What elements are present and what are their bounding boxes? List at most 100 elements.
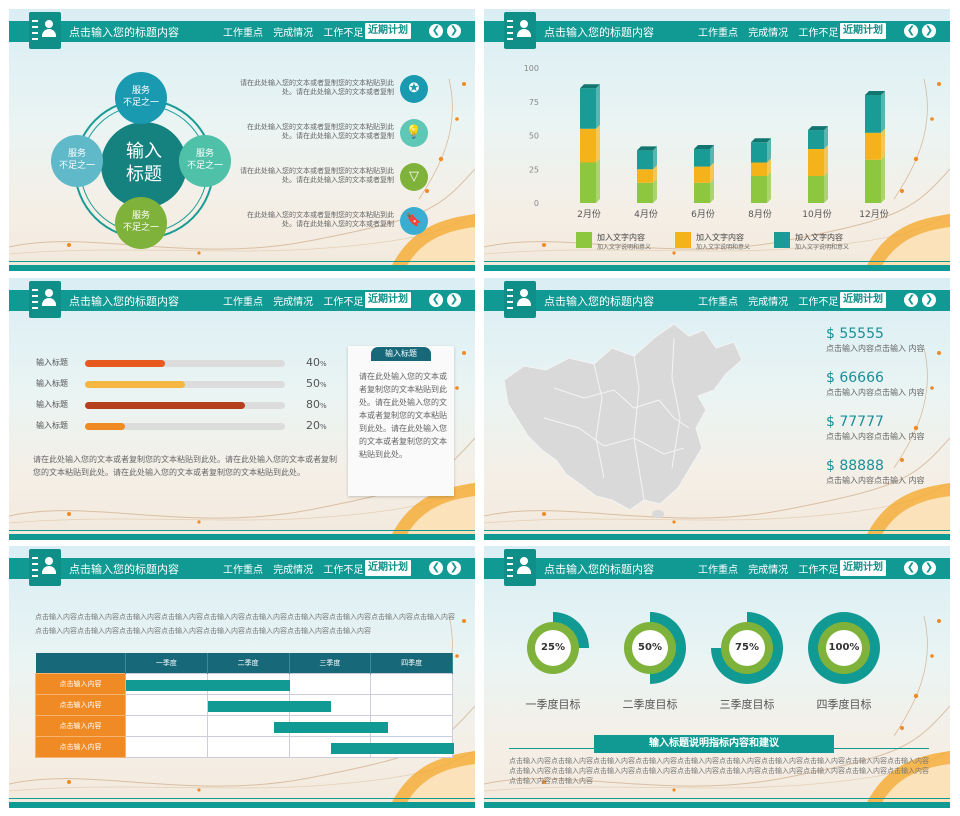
prev-arrow-icon[interactable]: ❮ bbox=[429, 561, 443, 575]
bar-4-1[interactable] bbox=[808, 149, 824, 176]
bar-0-2[interactable] bbox=[580, 88, 596, 129]
nav-recent-plan[interactable]: 近期计划 bbox=[365, 23, 411, 39]
service-node-3[interactable]: 服务 不足之一 bbox=[179, 135, 231, 187]
bar-5-2[interactable] bbox=[865, 95, 881, 133]
next-arrow-icon[interactable]: ❯ bbox=[447, 561, 461, 575]
bar-2-0[interactable] bbox=[694, 182, 710, 203]
center-circle[interactable]: 输入 标题 bbox=[101, 122, 187, 208]
table-cell bbox=[370, 672, 453, 695]
nav-completion[interactable]: 完成情况 bbox=[748, 28, 789, 39]
legend-title-2: 加入文字内容 bbox=[696, 233, 744, 242]
bar-3-1[interactable] bbox=[751, 162, 767, 177]
bar-3-2[interactable] bbox=[751, 142, 767, 163]
bar-0-1[interactable] bbox=[580, 128, 596, 163]
medal-icon[interactable]: ✪ bbox=[400, 75, 428, 103]
user-profile-icon bbox=[504, 12, 536, 49]
next-arrow-icon[interactable]: ❯ bbox=[922, 561, 936, 575]
nav-shortfall[interactable]: 工作不足 bbox=[323, 28, 364, 39]
next-arrow-icon[interactable]: ❯ bbox=[922, 24, 936, 38]
door-hanger-icon[interactable]: 🔖 bbox=[400, 207, 428, 235]
lightbulb-icon[interactable]: 💡 bbox=[400, 119, 428, 147]
bar-1-1[interactable] bbox=[637, 169, 653, 183]
funnel-icon[interactable]: ▽ bbox=[400, 163, 428, 191]
nav-shortfall[interactable]: 工作不足 bbox=[798, 297, 839, 308]
prev-arrow-icon[interactable]: ❮ bbox=[904, 293, 918, 307]
next-arrow-icon[interactable]: ❯ bbox=[922, 293, 936, 307]
quarter-header-1: 一季度 bbox=[125, 653, 208, 673]
gantt-bar-2[interactable] bbox=[208, 701, 331, 712]
nav-completion[interactable]: 完成情况 bbox=[748, 565, 789, 576]
table-cell bbox=[206, 735, 290, 758]
target-percent-1: 25% bbox=[541, 642, 565, 653]
banner-title[interactable]: 输入标题说明指标内容和建议 bbox=[594, 735, 834, 753]
progress-unit: % bbox=[320, 423, 327, 431]
nav-work-focus[interactable]: 工作重点 bbox=[698, 297, 738, 308]
slide-title[interactable]: 点击输入您的标题内容 bbox=[544, 563, 654, 576]
gantt-bar-1[interactable] bbox=[126, 680, 290, 691]
slide-title[interactable]: 点击输入您的标题内容 bbox=[69, 295, 179, 308]
bar-4-0[interactable] bbox=[808, 176, 824, 203]
slide-title[interactable]: 点击输入您的标题内容 bbox=[544, 26, 654, 39]
service-node-4[interactable]: 服务 不足之一 bbox=[115, 197, 167, 249]
header-nav: 工作重点 完成情况 工作不足 bbox=[223, 561, 370, 576]
bar-4-2[interactable] bbox=[808, 130, 824, 149]
nav-recent-plan[interactable]: 近期计划 bbox=[840, 292, 886, 308]
target-donut-1[interactable] bbox=[513, 608, 593, 688]
gantt-bar-3[interactable] bbox=[273, 722, 389, 733]
bar-5-1[interactable] bbox=[865, 132, 881, 160]
nav-shortfall[interactable]: 工作不足 bbox=[798, 565, 839, 576]
nav-shortfall[interactable]: 工作不足 bbox=[798, 28, 839, 39]
nav-completion[interactable]: 完成情况 bbox=[273, 297, 314, 308]
next-arrow-icon[interactable]: ❯ bbox=[447, 24, 461, 38]
prev-arrow-icon[interactable]: ❮ bbox=[904, 24, 918, 38]
nav-shortfall[interactable]: 工作不足 bbox=[323, 297, 364, 308]
bar-0-0[interactable] bbox=[580, 162, 596, 204]
service-node-2[interactable]: 服务 不足之一 bbox=[51, 135, 103, 187]
row-label-3[interactable]: 点击输入内容 bbox=[35, 714, 126, 737]
slide-title[interactable]: 点击输入您的标题内容 bbox=[544, 295, 654, 308]
next-arrow-icon[interactable]: ❯ bbox=[447, 293, 461, 307]
bar-side-2-0 bbox=[710, 178, 714, 203]
nav-completion[interactable]: 完成情况 bbox=[273, 28, 314, 39]
footer-line bbox=[484, 798, 950, 799]
nav-work-focus[interactable]: 工作重点 bbox=[223, 297, 263, 308]
nav-work-focus[interactable]: 工作重点 bbox=[698, 565, 738, 576]
target-donut-3[interactable] bbox=[707, 608, 787, 688]
nav-completion[interactable]: 完成情况 bbox=[273, 565, 314, 576]
bar-2-2[interactable] bbox=[694, 149, 710, 167]
nav-shortfall[interactable]: 工作不足 bbox=[323, 565, 364, 576]
nav-recent-plan[interactable]: 近期计划 bbox=[840, 23, 886, 39]
header-nav: 工作重点 完成情况 工作不足 bbox=[223, 24, 370, 39]
nav-recent-plan[interactable]: 近期计划 bbox=[365, 292, 411, 308]
nav-work-focus[interactable]: 工作重点 bbox=[223, 565, 263, 576]
info-card-title[interactable]: 输入标题 bbox=[371, 347, 431, 361]
slide-title[interactable]: 点击输入您的标题内容 bbox=[69, 563, 179, 576]
prev-arrow-icon[interactable]: ❮ bbox=[429, 293, 443, 307]
gantt-bar-4[interactable] bbox=[331, 743, 454, 754]
target-donut-2[interactable] bbox=[610, 608, 690, 688]
target-donut-4[interactable] bbox=[804, 608, 884, 688]
service-node-1[interactable]: 服务 不足之一 bbox=[115, 72, 167, 124]
nav-work-focus[interactable]: 工作重点 bbox=[223, 28, 263, 39]
row-label-4[interactable]: 点击输入内容 bbox=[35, 735, 126, 758]
bar-2-1[interactable] bbox=[694, 166, 710, 183]
user-profile-icon bbox=[29, 281, 61, 318]
row-label-1[interactable]: 点击输入内容 bbox=[35, 672, 126, 695]
nav-recent-plan[interactable]: 近期计划 bbox=[365, 560, 411, 576]
slide-title[interactable]: 点击输入您的标题内容 bbox=[69, 26, 179, 39]
nav-completion[interactable]: 完成情况 bbox=[748, 297, 789, 308]
stat-label-1: 点击输入内容点击输入 内容 bbox=[826, 344, 925, 353]
nav-recent-plan[interactable]: 近期计划 bbox=[840, 560, 886, 576]
bar-1-2[interactable] bbox=[637, 150, 653, 170]
target-name-1: 一季度目标 bbox=[525, 698, 581, 711]
row-label-2[interactable]: 点击输入内容 bbox=[35, 693, 126, 716]
prev-arrow-icon[interactable]: ❮ bbox=[904, 561, 918, 575]
bar-side-4-0 bbox=[824, 172, 828, 203]
prev-arrow-icon[interactable]: ❮ bbox=[429, 24, 443, 38]
bar-5-0[interactable] bbox=[865, 159, 881, 203]
nav-work-focus[interactable]: 工作重点 bbox=[698, 28, 738, 39]
bar-3-0[interactable] bbox=[751, 176, 767, 203]
bar-1-0[interactable] bbox=[637, 182, 653, 203]
progress-unit: % bbox=[320, 402, 327, 410]
bar-cap-5 bbox=[865, 91, 885, 95]
